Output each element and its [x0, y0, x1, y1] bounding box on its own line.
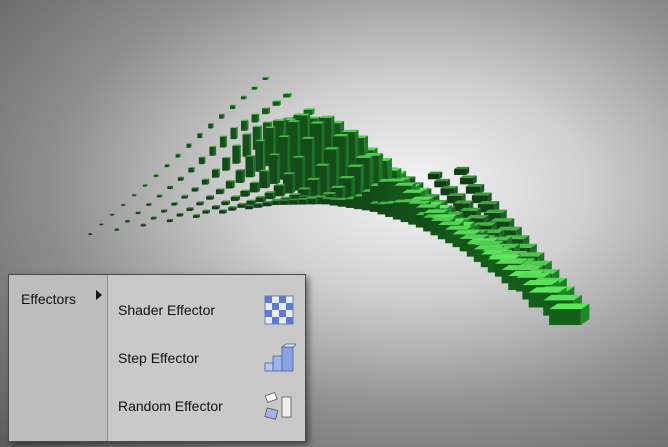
- menu-item-label: Shader Effector: [118, 302, 216, 318]
- submenu-arrow-icon: [96, 290, 102, 300]
- effectors-menu: Effectors Shader Effector Step Effector: [8, 274, 306, 442]
- step-effector-icon: [264, 343, 296, 372]
- menu-item-shader-effector[interactable]: Shader Effector: [118, 290, 296, 330]
- random-effector-icon: [264, 391, 292, 420]
- menu-category-column: Effectors: [9, 275, 108, 441]
- menu-category-effectors[interactable]: Effectors: [21, 291, 76, 307]
- menu-item-label: Step Effector: [118, 350, 199, 366]
- shader-effector-icon: [264, 295, 294, 325]
- menu-item-random-effector[interactable]: Random Effector: [118, 386, 296, 426]
- effectors-submenu: Shader Effector Step Effector: [108, 275, 305, 441]
- menu-item-label: Random Effector: [118, 398, 223, 414]
- menu-item-step-effector[interactable]: Step Effector: [118, 338, 296, 378]
